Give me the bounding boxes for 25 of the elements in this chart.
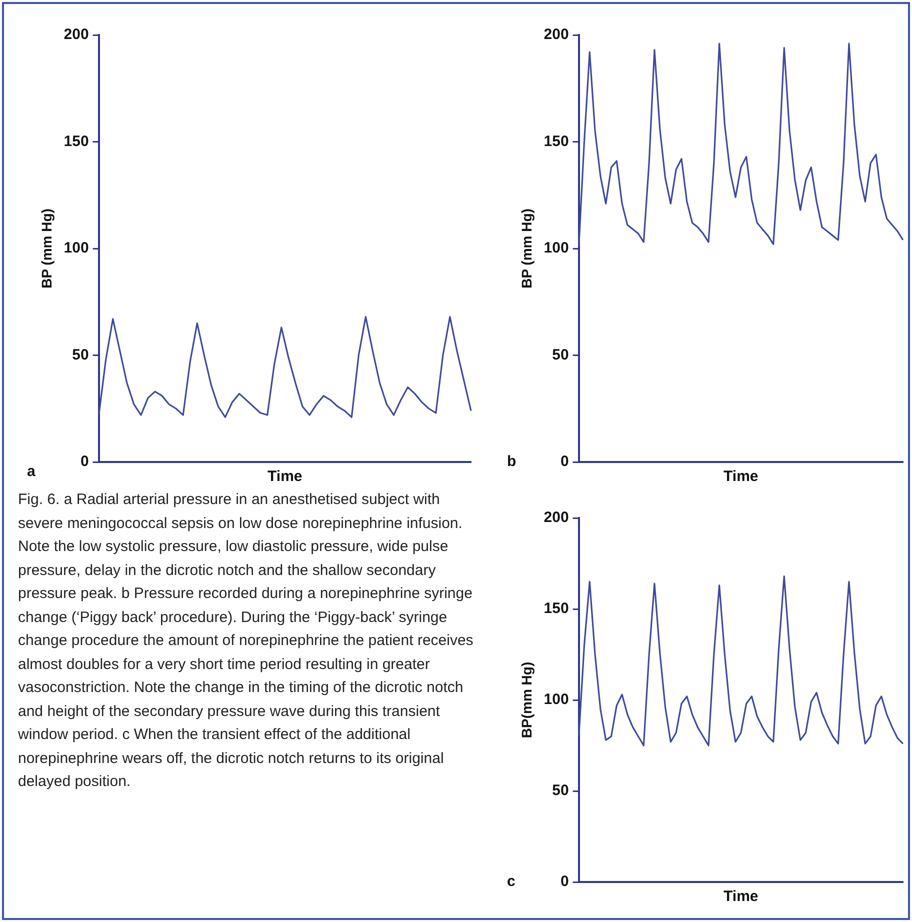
text: c: [507, 873, 516, 890]
y-axis-title: BP (mm Hg): [38, 208, 54, 288]
y-tick-label: 200: [64, 26, 89, 44]
y-tick-label: 0: [560, 453, 569, 470]
text: a: [27, 463, 36, 480]
y-tick-label: 50: [72, 346, 89, 364]
y-tick-label: 200: [544, 509, 569, 526]
text: Fig. 6. a Radial arterial pressure in an anesthetised subject with severe meningococcal sepsis on low dose norepinephrine infusion. Note the low systolic pressure, low diastolic pressure, wide pulse pressure, delay in the dicrotic notch and the shallow secondary pressure peak. b Pressure recorded during a norepinephrine syringe change (‘Piggy back’ procedure). During the ‘Piggy-back’ syringe change procedure the amount of norepinephrine the patient receives almost doubles for a very short time period resulting in greater vasoconstriction. Note the change in the timing of the dicrotic notch and height of the secondary pressure wave during this transient window period. c When the transient effect of the additional norepinephrine wears off, the dicrotic notch returns to its original delayed position.: [18, 491, 474, 790]
y-tick-label: 200: [544, 26, 569, 44]
y-tick-label: 100: [64, 240, 89, 257]
y-tick-label: 150: [544, 600, 569, 618]
y-axis-title: BP (mm Hg): [518, 208, 534, 288]
y-axis-title: BP(mm Hg): [518, 662, 534, 738]
y-tick-label: 100: [544, 240, 569, 257]
text: b: [507, 453, 516, 470]
x-axis-title: Time: [268, 468, 302, 486]
y-tick-label: 150: [544, 132, 569, 150]
x-axis-title: Time: [724, 888, 758, 906]
y-tick-label: 0: [80, 453, 89, 470]
y-tick-label: 50: [552, 346, 569, 364]
y-tick-label: 150: [64, 132, 89, 150]
y-tick-label: 100: [544, 691, 569, 708]
x-axis-title: Time: [724, 468, 758, 486]
y-tick-label: 0: [560, 873, 569, 890]
y-tick-label: 50: [552, 782, 569, 800]
